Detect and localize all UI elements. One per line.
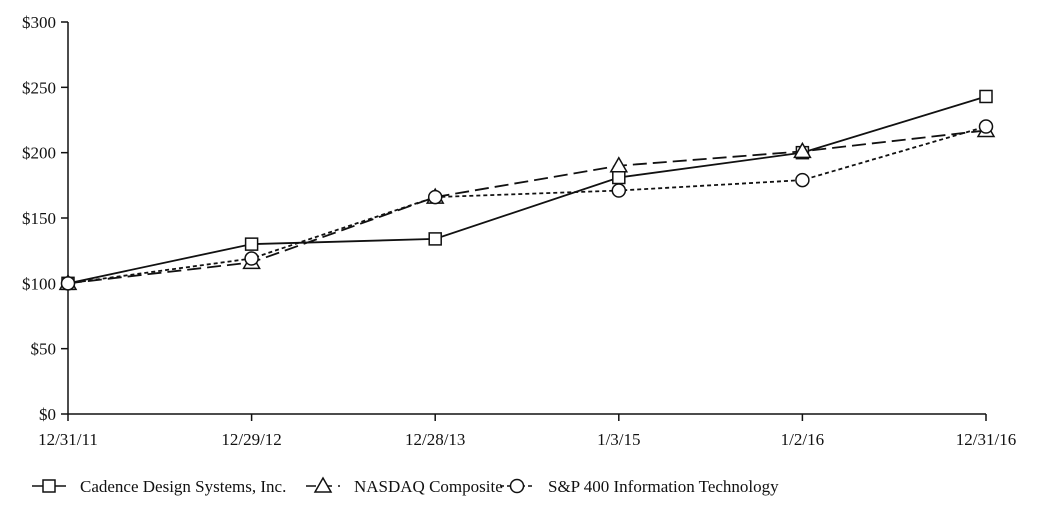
x-tick-label: 12/29/12 — [221, 430, 281, 449]
data-point-square — [979, 89, 993, 104]
series-line — [67, 95, 987, 285]
x-axis-ticks: 12/31/11 12/29/12 12/28/13 1/3/15 1/2/16 12/3… — [38, 414, 1016, 449]
x-tick-label: 12/31/16 — [956, 430, 1016, 449]
data-point-circle — [795, 172, 810, 188]
data-point-square — [428, 232, 442, 246]
data-point-circle — [611, 183, 627, 198]
data-point-circle — [978, 119, 994, 134]
legend-marker-triangle — [313, 476, 333, 493]
legend-label: Cadence Design Systems, Inc. — [80, 477, 286, 496]
legend-label: S&P 400 Information Technology — [548, 477, 779, 496]
series-layer — [58, 89, 996, 291]
legend-item: S&P 400 Information Technology — [500, 477, 779, 496]
y-tick-label: $250 — [22, 78, 56, 97]
y-tick-label: $0 — [39, 405, 56, 424]
y-tick-label: $200 — [22, 144, 56, 163]
y-tick-label: $50 — [31, 340, 57, 359]
x-tick-label: 1/2/16 — [781, 430, 824, 449]
data-point-circle — [60, 276, 76, 291]
legend-marker-circle — [509, 478, 525, 494]
legend-item: NASDAQ Composite — [306, 476, 503, 496]
y-axis-ticks: $0 $50 $100 $150 $200 $250 $300 — [22, 13, 68, 424]
x-tick-label: 1/3/15 — [597, 430, 640, 449]
data-point-circle — [244, 251, 259, 266]
series-circle — [60, 119, 994, 291]
legend: Cadence Design Systems, Inc. NASDAQ Compo… — [32, 476, 779, 496]
y-tick-label: $100 — [22, 274, 56, 293]
data-point-triangle — [609, 156, 629, 173]
legend-label: NASDAQ Composite — [354, 477, 503, 496]
data-point-circle — [427, 189, 443, 205]
legend-marker-square — [42, 479, 56, 493]
data-point-triangle — [793, 141, 812, 159]
legend-item: Cadence Design Systems, Inc. — [32, 477, 286, 496]
series-square — [61, 89, 993, 291]
data-point-square — [244, 237, 259, 251]
series-line — [67, 125, 987, 285]
series-line — [67, 129, 987, 285]
data-point-square — [612, 170, 626, 185]
y-tick-label: $300 — [22, 13, 56, 32]
y-tick-label: $150 — [22, 209, 56, 228]
series-triangle — [58, 120, 996, 291]
x-tick-label: 12/28/13 — [405, 430, 465, 449]
x-tick-label: 12/31/11 — [38, 430, 98, 449]
